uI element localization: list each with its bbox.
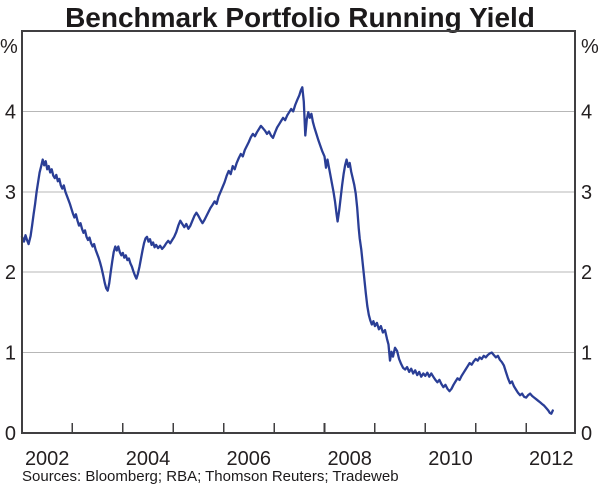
x-tick-label: 2008 <box>327 448 372 470</box>
yield-line <box>20 86 554 415</box>
plot-frame <box>21 30 576 434</box>
y-axis-unit-left: % <box>0 36 18 58</box>
y-tick-label-left: 0 <box>5 423 16 445</box>
y-tick-label-right: 2 <box>581 262 592 284</box>
x-tick-label: 2012 <box>529 448 574 470</box>
y-tick-label-right: 4 <box>581 101 592 123</box>
x-tick-label: 2010 <box>428 448 473 470</box>
y-tick-label-right: 3 <box>581 182 592 204</box>
y-tick-label-right: 1 <box>581 343 592 365</box>
y-axis-unit-right: % <box>581 36 599 58</box>
y-tick-label-left: 3 <box>5 182 16 204</box>
x-tick-label: 2004 <box>126 448 171 470</box>
x-tick-label: 2002 <box>25 448 70 470</box>
chart-title: Benchmark Portfolio Running Yield <box>65 2 535 33</box>
source-note: Sources: Bloomberg; RBA; Thomson Reuters… <box>22 468 399 485</box>
y-tick-label-left: 1 <box>5 343 16 365</box>
x-tick-label: 2006 <box>227 448 272 470</box>
y-tick-label-right: 0 <box>581 423 592 445</box>
y-tick-label-left: 4 <box>5 101 16 123</box>
y-tick-label-left: 2 <box>5 262 16 284</box>
